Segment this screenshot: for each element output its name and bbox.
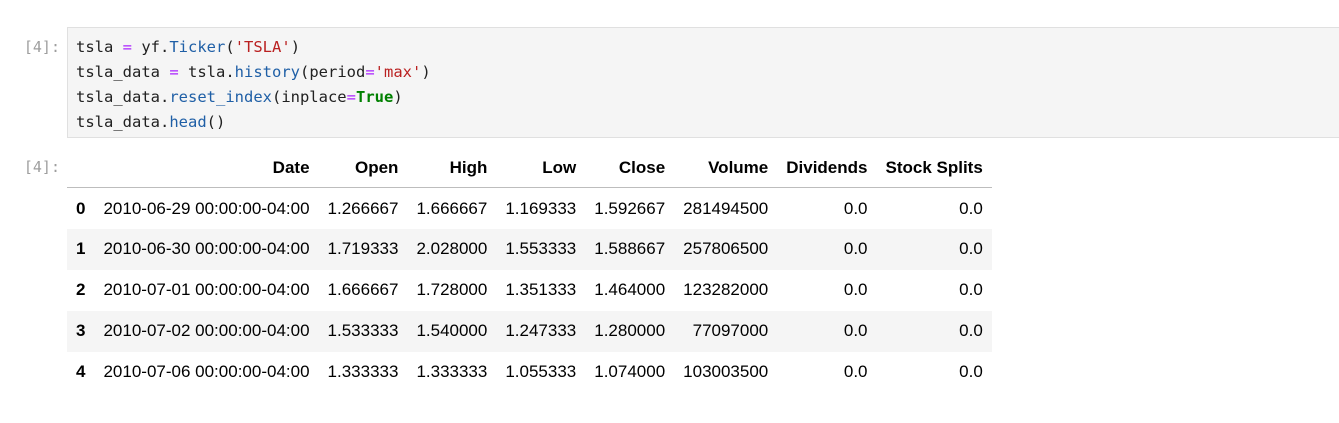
column-header: Dividends xyxy=(777,148,877,188)
code-token: True xyxy=(355,88,394,106)
code-token: = xyxy=(346,88,356,106)
table-cell: 77097000 xyxy=(692,321,769,340)
code-token: (period xyxy=(300,63,366,81)
table-cell: 2010-06-30 00:00:00-04:00 xyxy=(103,239,310,258)
table-cell: 1.728000 xyxy=(416,280,488,299)
code-token: tsla xyxy=(76,38,123,56)
table-cell: 1.464000 xyxy=(594,280,666,299)
table-cell: 2.028000 xyxy=(416,239,488,258)
table-cell: 257806500 xyxy=(683,239,769,258)
table-cell: 1.266667 xyxy=(327,199,399,219)
table-cell: 2010-06-29 00:00:00-04:00 xyxy=(103,199,310,219)
table-cell: 1.169333 xyxy=(505,199,577,219)
table-cell: 2010-07-06 00:00:00-04:00 xyxy=(103,362,310,381)
row-index: 3 xyxy=(76,321,86,340)
column-header: Close xyxy=(585,148,675,188)
code-lines: tsla = yf.Ticker('TSLA') tsla_data = tsla… xyxy=(76,35,1339,135)
table-cell: 2010-07-01 00:00:00-04:00 xyxy=(103,280,310,299)
table-cell: 1.533333 xyxy=(327,321,399,340)
table-cell: 1.074000 xyxy=(594,362,666,381)
table-cell: 0.0 xyxy=(959,321,983,340)
row-index: 2 xyxy=(76,280,86,299)
table-cell: 0.0 xyxy=(959,239,983,258)
code-line: tsla_data = tsla.history(period='max') xyxy=(76,60,1339,85)
table-cell: 1.333333 xyxy=(416,362,488,381)
output-prompt: [4]: xyxy=(23,158,60,176)
table-cell: 1.719333 xyxy=(327,239,399,258)
code-token: (inplace xyxy=(271,88,347,106)
code-token: head xyxy=(169,113,207,131)
index-header xyxy=(67,148,95,188)
table-row: 4 2010-07-06 00:00:00-04:00 1.333333 1.3333… xyxy=(67,352,992,393)
table-cell: 0.0 xyxy=(959,362,983,381)
table-cell: 1.666667 xyxy=(416,199,488,219)
table-cell: 0.0 xyxy=(959,199,983,219)
code-line: tsla_data.reset_index(inplace=True) xyxy=(76,85,1339,110)
code-token: tsla_data. xyxy=(76,113,170,131)
table-cell: 0.0 xyxy=(843,321,868,340)
table-cell: 1.055333 xyxy=(505,362,577,381)
input-prompt: [4]: xyxy=(23,38,60,56)
table-cell: 1.553333 xyxy=(505,239,577,258)
code-token: 'max' xyxy=(374,63,422,81)
table-cell: 1.540000 xyxy=(416,321,488,340)
table-cell: 0.0 xyxy=(843,239,868,258)
row-index: 1 xyxy=(76,239,86,258)
table-cell: 1.666667 xyxy=(327,280,399,299)
code-token: ) xyxy=(393,88,403,106)
table-body: 0 2010-06-29 00:00:00-04:00 1.266667 1.6666… xyxy=(67,188,992,393)
code-token: history xyxy=(234,63,300,81)
table-row: 2 2010-07-01 00:00:00-04:00 1.666667 1.7280… xyxy=(67,270,992,311)
code-token: tsla_data xyxy=(76,63,170,81)
code-token: reset_index xyxy=(169,88,272,106)
output-area: Date Open High Low Close Volume Dividends Stock… xyxy=(67,148,992,393)
code-line: tsla_data.head() xyxy=(76,110,1339,135)
code-token: ) xyxy=(290,38,301,56)
table-header-row: Date Open High Low Close Volume Dividends Stock… xyxy=(67,148,992,188)
row-index: 4 xyxy=(76,362,86,381)
code-token: 'TSLA' xyxy=(234,38,291,56)
table-cell: 103003500 xyxy=(683,362,769,381)
table-cell: 1.588667 xyxy=(594,239,666,258)
table-cell: 281494500 xyxy=(683,199,769,219)
table-cell: 123282000 xyxy=(683,280,769,299)
table-cell: 1.351333 xyxy=(505,280,577,299)
code-token: ) xyxy=(421,63,431,81)
code-cell-editor[interactable]: tsla = yf.Ticker('TSLA') tsla_data = tsla… xyxy=(67,27,1339,138)
code-line: tsla = yf.Ticker('TSLA') xyxy=(76,35,1339,60)
code-token: = xyxy=(169,63,179,81)
column-header: Low xyxy=(496,148,586,188)
table-row: 3 2010-07-02 00:00:00-04:00 1.533333 1.5400… xyxy=(67,310,992,352)
code-token: () xyxy=(206,113,226,131)
table-cell: 1.333333 xyxy=(327,362,399,381)
table-row: 0 2010-06-29 00:00:00-04:00 1.266667 1.6666… xyxy=(67,188,992,229)
column-header: High xyxy=(407,148,497,188)
table-cell: 0.0 xyxy=(843,199,868,219)
code-token: tsla_data. xyxy=(76,88,170,106)
column-header: Stock Splits xyxy=(876,148,992,188)
column-header: Date xyxy=(94,148,319,188)
table-cell: 1.280000 xyxy=(594,321,666,340)
code-token: = xyxy=(122,38,133,56)
table-cell: 0.0 xyxy=(843,280,868,299)
code-token: = xyxy=(365,63,375,81)
column-header: Volume xyxy=(674,148,778,188)
dataframe-table: Date Open High Low Close Volume Dividends Stock… xyxy=(67,148,992,393)
column-header: Open xyxy=(318,148,408,188)
row-index: 0 xyxy=(76,199,86,219)
table-cell: 0.0 xyxy=(843,362,868,381)
table-cell: 0.0 xyxy=(959,280,983,299)
table-cell: 1.247333 xyxy=(505,321,577,340)
code-token: yf. xyxy=(132,38,170,56)
table-row: 1 2010-06-30 00:00:00-04:00 1.719333 2.0280… xyxy=(67,228,992,270)
code-token: ( xyxy=(225,38,235,56)
table-cell: 1.592667 xyxy=(594,199,666,219)
code-token: Ticker xyxy=(169,38,226,56)
code-token: tsla. xyxy=(178,63,235,81)
table-cell: 2010-07-02 00:00:00-04:00 xyxy=(103,321,310,340)
